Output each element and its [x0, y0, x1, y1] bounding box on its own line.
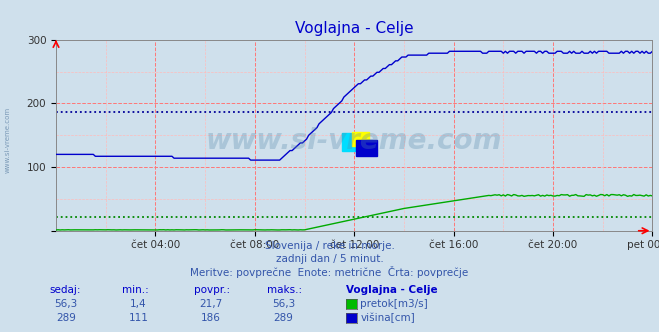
Text: 1,4: 1,4: [130, 299, 147, 309]
Bar: [342, 133, 362, 151]
Bar: [357, 140, 377, 156]
Text: 56,3: 56,3: [54, 299, 78, 309]
Text: 111: 111: [129, 313, 148, 323]
Text: 289: 289: [56, 313, 76, 323]
Text: 21,7: 21,7: [199, 299, 223, 309]
Text: maks.:: maks.:: [267, 285, 302, 295]
Text: pretok[m3/s]: pretok[m3/s]: [360, 299, 428, 309]
Text: Voglajna - Celje: Voglajna - Celje: [346, 285, 438, 295]
Text: višina[cm]: višina[cm]: [360, 313, 415, 323]
Text: 186: 186: [201, 313, 221, 323]
Text: zadnji dan / 5 minut.: zadnji dan / 5 minut.: [275, 254, 384, 264]
Text: Slovenija / reke in morje.: Slovenija / reke in morje.: [264, 241, 395, 251]
Title: Voglajna - Celje: Voglajna - Celje: [295, 21, 414, 36]
Text: www.si-vreme.com: www.si-vreme.com: [5, 106, 11, 173]
Text: min.:: min.:: [122, 285, 149, 295]
Text: Meritve: povprečne  Enote: metrične  Črta: povprečje: Meritve: povprečne Enote: metrične Črta:…: [190, 266, 469, 278]
Text: 289: 289: [273, 313, 293, 323]
Text: 56,3: 56,3: [272, 299, 295, 309]
Text: sedaj:: sedaj:: [49, 285, 81, 295]
Text: www.si-vreme.com: www.si-vreme.com: [206, 127, 502, 155]
Bar: [352, 132, 368, 146]
Text: povpr.:: povpr.:: [194, 285, 231, 295]
